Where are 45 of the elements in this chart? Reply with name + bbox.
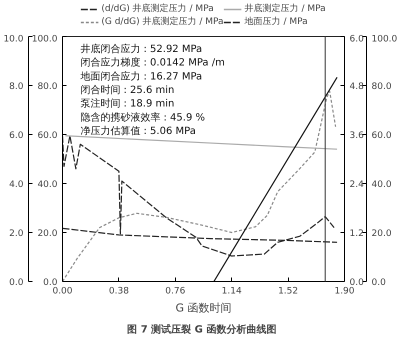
y-tick-label: 0.0 [43,278,58,288]
y2-tick-label: 2.4 [350,180,364,190]
y2-tick-label: 4.8 [350,82,364,92]
y3-tick-label: 6.0 [9,131,24,141]
y3-tick-label: 0.0 [9,278,24,288]
line-series [62,135,335,257]
text: 60.0 [372,131,392,141]
legend-label: (G d/dG) 井底测定压力 / MPa [101,16,224,28]
y3-tick-label: 8.0 [9,82,24,92]
text: 0.0 [372,278,386,288]
text: 100.0 [372,34,398,44]
x-tick-label: 0.38 [108,286,130,296]
annotation: 闭合时间 : 25.6 min [80,84,174,96]
annotation: 泵注时间 : 18.9 min [80,98,174,110]
text: 40.0 [372,180,392,190]
y-tick-label: 40.0 [37,180,58,190]
y2-tick-label: 6.0 [350,34,364,44]
annotation: 隐含的携砂液效率 : 45.9 % [80,111,205,124]
annotation: 闭合应力梯度 : 0.0142 MPa /m [80,56,225,69]
y3-tick-label: 10.0 [3,34,24,44]
y2-tick-label: 1.2 [350,229,364,239]
legend-label: (d/dG) 井底测定压力 / MPa [101,2,214,15]
x-tick-label: 0.76 [165,286,186,296]
y3-tick-label: 2.0 [9,229,24,239]
annotation: 井底闭合应力 : 52.92 MPa [80,42,202,55]
x-axis-title: G 函数时间 [175,302,232,314]
x-tick-label: 1.14 [222,286,242,296]
caption: 图 7 测试压裂 G 函数分析曲线图 [127,324,276,336]
text: 20.0 [372,229,392,239]
y-tick-label: 80.0 [37,82,58,92]
y-tick-label: 20.0 [37,229,58,239]
text: 80.0 [372,82,392,92]
y-tick-label: 100.0 [32,34,58,44]
line-series [64,135,338,150]
x-tick-label: 1.90 [334,286,355,296]
legend-label: 井底测定压力 / MPa [244,2,326,15]
x-tick-label: 0.00 [52,286,73,296]
y3-tick-label: 4.0 [9,180,24,190]
y-tick-label: 60.0 [37,131,58,141]
annotation: 净压力估算值 : 5.06 MPa [80,125,196,138]
y2-tick-label: 3.6 [350,131,364,141]
annotation: 地面闭合应力 : 16.27 MPa [79,70,202,82]
x-tick-label: 1.52 [278,286,298,296]
y2-tick-label: 0.0 [350,278,364,288]
legend-label: 地面压力 / MPa [244,16,308,28]
